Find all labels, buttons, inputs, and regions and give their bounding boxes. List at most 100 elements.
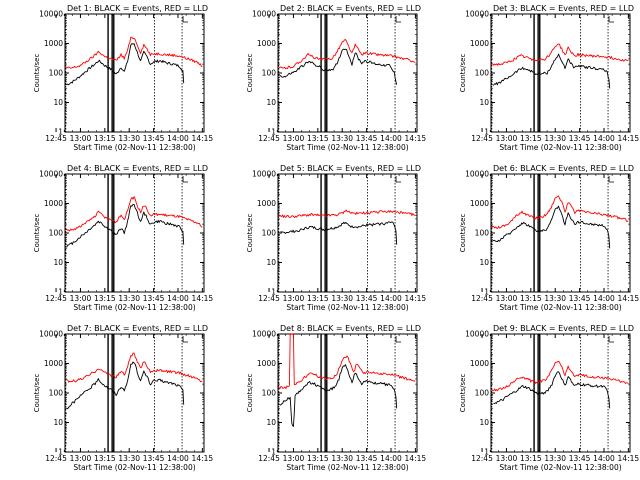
x-tick-label: 13:45 <box>569 454 591 463</box>
detector-panel: Det 5: BLACK = Events, RED = LLD 1 10 100 10… <box>246 164 426 312</box>
x-axis-label: Start Time (02-Nov-11 12:38:00) <box>73 303 195 312</box>
plot-frame <box>490 173 631 293</box>
x-tick-label: 14:00 <box>593 454 615 463</box>
x-tick-label: 13:15 <box>520 454 542 463</box>
y-axis-label: Counts/sec <box>33 374 41 413</box>
y-tick-label: 1000 <box>470 359 489 368</box>
lld-series-line <box>278 333 416 390</box>
x-tick-label: 14:00 <box>593 294 615 303</box>
lld-series-line <box>278 39 416 70</box>
x-tick-label: 13:30 <box>118 294 140 303</box>
events-series-line <box>279 48 398 85</box>
x-tick-label: 13:00 <box>70 454 92 463</box>
y-tick-label: 1 <box>58 448 63 457</box>
panel-title: Det 8: BLACK = Events, RED = LLD <box>280 324 421 333</box>
detector-panel: Det 6: BLACK = Events, RED = LLD 1 10 100 10… <box>459 164 639 312</box>
x-tick-label: 14:15 <box>192 294 214 303</box>
x-tick-label: 13:00 <box>70 294 92 303</box>
y-tick-label: 10 <box>266 418 276 427</box>
x-tick-label: 13:15 <box>520 134 542 143</box>
x-tick-label: 13:15 <box>307 454 329 463</box>
y-axis-label: Counts/sec <box>459 374 467 413</box>
x-tick-label: 13:30 <box>544 454 566 463</box>
x-tick-label: 12:45 <box>45 294 67 303</box>
detector-panel: Det 9: BLACK = Events, RED = LLD 1 10 100 10… <box>459 324 639 472</box>
panel-title: Det 1: BLACK = Events, RED = LLD <box>67 4 208 13</box>
y-tick-label: 10000 <box>465 330 489 339</box>
x-tick-label: 14:15 <box>618 134 640 143</box>
y-tick-label: 1 <box>484 128 489 137</box>
x-tick-label: 14:15 <box>192 454 214 463</box>
y-tick-label: 10000 <box>39 10 63 19</box>
x-tick-label: 14:00 <box>380 454 402 463</box>
x-tick-label: 13:45 <box>356 294 378 303</box>
x-tick-label: 13:30 <box>331 454 353 463</box>
events-series-line <box>493 371 611 409</box>
x-tick-label: 14:00 <box>167 294 189 303</box>
lld-series-line <box>491 43 629 66</box>
lld-series-line <box>65 36 203 69</box>
events-series-line <box>279 364 398 427</box>
x-tick-label: 13:15 <box>94 134 116 143</box>
y-tick-label: 10 <box>53 418 63 427</box>
x-tick-label: 13:45 <box>569 294 591 303</box>
y-tick-label: 10000 <box>465 10 489 19</box>
x-axis-label: Start Time (02-Nov-11 12:38:00) <box>286 143 408 152</box>
x-tick-label: 13:00 <box>496 454 518 463</box>
x-tick-label: 13:00 <box>70 134 92 143</box>
detector-panel: Det 7: BLACK = Events, RED = LLD 1 10 100 10… <box>33 324 213 472</box>
x-axis-label: Start Time (02-Nov-11 12:38:00) <box>499 303 621 312</box>
x-tick-label: 14:00 <box>380 294 402 303</box>
y-tick-label: 1000 <box>257 39 276 48</box>
x-tick-label: 13:30 <box>544 294 566 303</box>
y-tick-label: 100 <box>49 69 64 78</box>
plot-frame <box>277 333 418 453</box>
marker-bracket <box>182 16 189 23</box>
x-axis-label: Start Time (02-Nov-11 12:38:00) <box>286 303 408 312</box>
x-tick-label: 12:45 <box>258 134 280 143</box>
panel-title: Det 4: BLACK = Events, RED = LLD <box>67 164 208 173</box>
x-tick-label: 13:30 <box>118 134 140 143</box>
x-tick-label: 13:15 <box>94 454 116 463</box>
lld-series-line <box>65 196 203 232</box>
x-tick-label: 13:15 <box>307 134 329 143</box>
panel-title: Det 3: BLACK = Events, RED = LLD <box>493 4 634 13</box>
y-tick-label: 10 <box>53 258 63 267</box>
events-series-line <box>492 205 611 249</box>
x-tick-label: 12:45 <box>471 134 493 143</box>
events-series-line <box>66 203 185 248</box>
detector-panel: Det 2: BLACK = Events, RED = LLD 1 10 100 10… <box>246 4 426 152</box>
y-tick-label: 1 <box>271 448 276 457</box>
x-tick-label: 14:15 <box>405 294 427 303</box>
x-axis-label: Start Time (02-Nov-11 12:38:00) <box>73 143 195 152</box>
y-tick-label: 10000 <box>252 170 276 179</box>
y-tick-label: 10 <box>479 418 489 427</box>
marker-bracket <box>608 336 615 343</box>
x-tick-label: 13:45 <box>356 134 378 143</box>
panel-title: Det 7: BLACK = Events, RED = LLD <box>67 324 208 333</box>
x-tick-label: 14:15 <box>618 294 640 303</box>
events-series-line <box>280 221 398 245</box>
events-series-line <box>493 53 611 89</box>
y-tick-label: 100 <box>475 389 490 398</box>
y-tick-label: 1000 <box>470 199 489 208</box>
x-tick-label: 13:45 <box>569 134 591 143</box>
y-tick-label: 100 <box>49 229 64 238</box>
x-tick-label: 14:15 <box>618 454 640 463</box>
y-axis-label: Counts/sec <box>246 54 254 93</box>
marker-bracket <box>182 336 189 343</box>
lld-series-line <box>491 195 629 229</box>
x-tick-label: 14:15 <box>405 134 427 143</box>
x-axis-label: Start Time (02-Nov-11 12:38:00) <box>499 463 621 472</box>
x-axis-label: Start Time (02-Nov-11 12:38:00) <box>286 463 408 472</box>
y-tick-label: 100 <box>49 389 64 398</box>
plot-frame <box>490 13 631 133</box>
y-axis-label: Counts/sec <box>459 54 467 93</box>
y-tick-label: 1 <box>484 448 489 457</box>
x-tick-label: 13:30 <box>331 294 353 303</box>
x-tick-label: 13:00 <box>283 294 305 303</box>
lld-series-line <box>65 352 203 383</box>
y-axis-label: Counts/sec <box>246 214 254 253</box>
y-tick-label: 1 <box>58 128 63 137</box>
x-axis-label: Start Time (02-Nov-11 12:38:00) <box>499 143 621 152</box>
